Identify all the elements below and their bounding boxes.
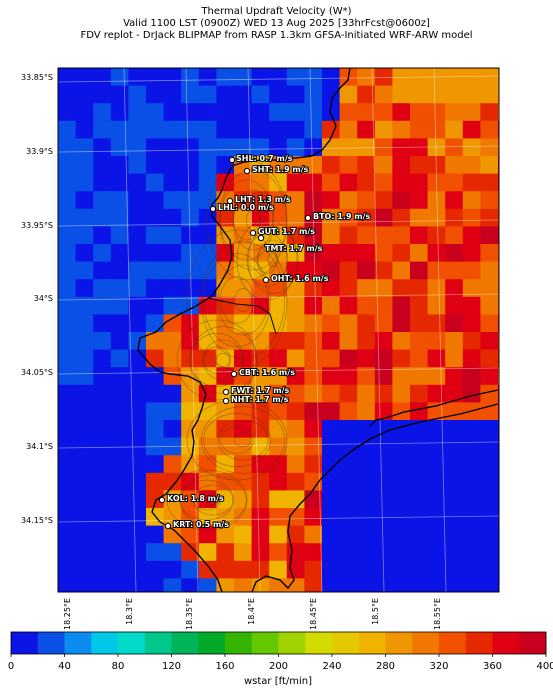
colorbar-swatch (305, 632, 333, 654)
station-label: GUT: 1.7 m/s (258, 227, 315, 236)
station-dot (249, 229, 257, 237)
colorbar-swatch (11, 632, 39, 654)
lon-label: 18.45°E (309, 598, 318, 630)
station-dot (243, 167, 251, 175)
station-dot (158, 496, 166, 504)
lat-label: 34.1°S (26, 442, 53, 451)
station-dot (164, 522, 172, 530)
station-dot (230, 370, 238, 378)
station-label: LHT: 1.3 m/s (235, 195, 291, 204)
terrain-contours (166, 159, 299, 531)
colorbar-tick-label: 400 (536, 661, 553, 672)
colorbar-swatch (37, 632, 65, 654)
colorbar-tick-label: 120 (162, 661, 181, 672)
lat-label: 33.85°S (21, 73, 53, 82)
station-dot (228, 156, 236, 164)
colorbar-swatch (492, 632, 520, 654)
station-dot (222, 388, 230, 396)
lon-label: 18.3°E (125, 598, 134, 625)
latitude-labels: 33.85°S 33.9°S 33.95°S 34°S 34.05°S 34.1°S 34.… (21, 73, 53, 525)
colorbar-tick-label: 280 (376, 661, 395, 672)
colorbar-swatch (412, 632, 440, 654)
lon-label: 18.35°E (185, 598, 194, 630)
longitude-labels: 18.25°E 18.3°E 18.35°E 18.4°E 18.45°E 18.5°E 1… (63, 598, 442, 630)
colorbar-swatch (465, 632, 493, 654)
colorbar-tick-label: 360 (483, 661, 502, 672)
station-label: SHL: 0.7 m/s (236, 154, 293, 163)
station-label: CBT: 1.6 m/s (239, 368, 295, 377)
wstar-grid (58, 68, 500, 593)
colorbar-swatch (144, 632, 172, 654)
station-label: SHT: 1.9 m/s (252, 165, 309, 174)
colorbar-tick-label: 320 (429, 661, 448, 672)
station-dot (209, 205, 217, 213)
colorbar-tick-label: 0 (8, 661, 14, 672)
lat-label: 33.9°S (26, 147, 53, 156)
lat-label: 34°S (34, 294, 53, 303)
station-dot (222, 397, 230, 405)
coastline (137, 67, 499, 593)
colorbar-swatch (439, 632, 467, 654)
colorbar-tick-label: 240 (322, 661, 341, 672)
station-dot (226, 197, 234, 205)
peninsula-interior-boundary (207, 297, 277, 335)
colorbar-swatch (225, 632, 253, 654)
station-label: KRT: 0.5 m/s (173, 520, 229, 529)
lon-label: 18.55°E (433, 598, 442, 630)
station-label: OHT: 1.6 m/s (271, 274, 329, 283)
colorbar-swatch (171, 632, 199, 654)
station-dot (304, 214, 312, 222)
lat-label: 34.15°S (21, 516, 53, 525)
station-dot (262, 276, 270, 284)
colorbar-title: wstar [ft/min] (244, 676, 312, 687)
map-valid-time: Valid 1100 LST (0900Z) WED 13 Aug 2025 [… (123, 18, 430, 29)
station-label: TMT: 1.7 m/s (265, 244, 323, 253)
colorbar-swatch (519, 632, 547, 654)
lon-label: 18.25°E (63, 598, 72, 630)
colorbar-swatch (358, 632, 386, 654)
lat-label: 33.95°S (21, 221, 53, 230)
colorbar-swatch (332, 632, 360, 654)
colorbar-swatch (91, 632, 119, 654)
station-label: NHT: 1.7 m/s (231, 395, 289, 404)
colorbar-tick-label: 160 (215, 661, 234, 672)
colorbar-tick-label: 40 (58, 661, 71, 672)
lon-label: 18.4°E (247, 598, 256, 625)
map-subtitle: FDV replot - DrJack BLIPMAP from RASP 1.… (80, 30, 473, 41)
lat-label: 34.05°S (21, 368, 53, 377)
station-label: LHL: 0.0 m/s (218, 203, 274, 212)
colorbar-swatch (278, 632, 306, 654)
colorbar-swatch (118, 632, 146, 654)
colorbar-swatch (64, 632, 92, 654)
colorbar-tick-label: 200 (269, 661, 288, 672)
colorbar-tick-label: 80 (112, 661, 125, 672)
map-title: Thermal Updraft Velocity (W*) (201, 6, 352, 17)
lon-label: 18.5°E (371, 598, 380, 625)
colorbar-swatch (385, 632, 413, 654)
colorbar-swatch (251, 632, 279, 654)
station-label: BTO: 1.9 m/s (313, 212, 371, 221)
station-label: KOL: 1.8 m/s (167, 494, 224, 503)
colorbar-swatch (198, 632, 226, 654)
map-frame (57, 67, 500, 593)
colorbar: 0 40 80 120 160 200 240 280 320 360 400 (8, 631, 553, 672)
station-markers: SHL: 0.7 m/s SHT: 1.9 m/s LHT: 1.3 m/sLHL:… (158, 153, 372, 530)
station-label: FWT: 1.7 m/s (231, 386, 290, 395)
station-dot (257, 234, 265, 242)
